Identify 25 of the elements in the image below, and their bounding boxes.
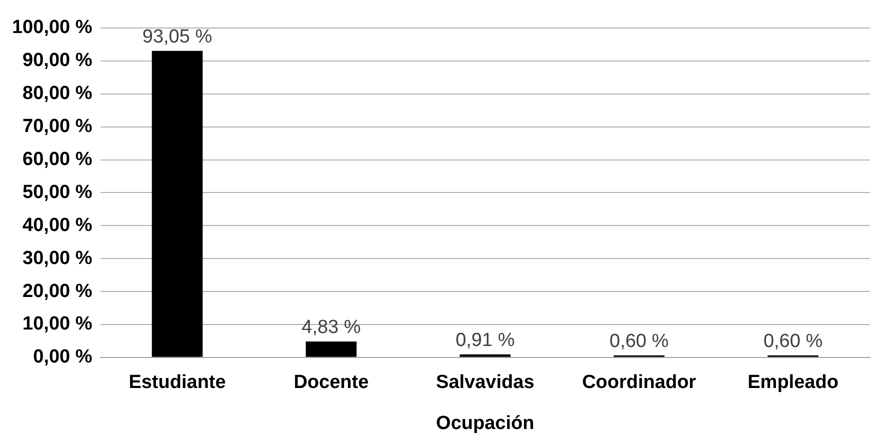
data-label: 0,60 %: [763, 331, 823, 352]
data-label: 0,60 %: [610, 331, 669, 352]
y-tick-label: 100,00 %: [12, 17, 92, 38]
bar: [306, 341, 357, 357]
y-tick-label: 20,00 %: [22, 280, 92, 302]
x-tick-label: Docente: [294, 372, 369, 394]
y-tick-label: 70,00 %: [22, 116, 92, 138]
y-tick-label: 90,00 %: [22, 50, 92, 72]
bar: [152, 50, 203, 357]
bar: [460, 354, 511, 357]
x-tick-label: Empleado: [748, 372, 838, 394]
x-tick-label: Salvavidas: [436, 372, 534, 394]
y-tick-label: 0,00 %: [33, 346, 92, 368]
x-axis-title: Ocupación: [436, 412, 534, 434]
y-tick-label: 30,00 %: [22, 248, 92, 269]
x-tick-label: Coordinador: [582, 372, 697, 394]
y-tick-label: 60,00 %: [22, 148, 92, 170]
y-tick-label: 80,00 %: [22, 83, 92, 104]
y-tick-label: 40,00 %: [22, 214, 92, 236]
data-label: 4,83 %: [302, 317, 361, 338]
x-tick-label: Estudiante: [128, 372, 226, 394]
data-label: 0,91 %: [456, 330, 515, 352]
y-tick-label: 10,00 %: [22, 314, 92, 335]
y-tick-label: 50,00 %: [22, 182, 92, 203]
data-label: 93,05 %: [142, 26, 212, 48]
